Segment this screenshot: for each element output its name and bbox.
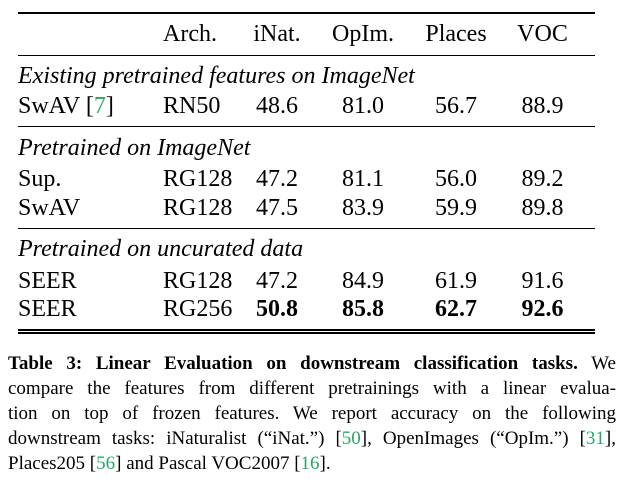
table-row: SwAV RG128 47.5 83.9 59.9 89.8 (18, 195, 595, 229)
column-header-arch: Arch. (163, 20, 217, 47)
value-cell: 59.9 (435, 194, 477, 221)
column-header-places: Places (425, 20, 487, 47)
value-cell: 56.7 (435, 93, 477, 119)
caption-line: compare the features from different pret… (8, 376, 616, 401)
caption-text: downstream tasks: iNaturalist (“iNat.”) … (8, 428, 342, 449)
value-cell: 50.8 (256, 296, 298, 322)
citation-bracket-close: ] (105, 93, 114, 119)
caption-line: Table 3: Linear Evaluation on downstream… (8, 351, 616, 376)
method-label: SEER (18, 296, 77, 322)
caption-text: ] and Pascal VOC2007 [ (115, 453, 301, 474)
arch-cell: RN50 (163, 93, 221, 119)
table-row: SEER RG256 50.8 85.8 62.7 92.6 (18, 296, 595, 332)
method-cell: Sup. (18, 165, 163, 195)
citation-link[interactable]: 31 (585, 428, 605, 449)
caption-line: tion on top of frozen features. We repor… (8, 401, 616, 426)
section-header-label: Existing pretrained features on ImageNet (18, 63, 415, 89)
value-cell: 89.2 (521, 166, 564, 192)
column-header-empty (18, 13, 163, 55)
section-header-label: Pretrained on uncurated data (18, 236, 304, 262)
citation-link[interactable]: 50 (341, 428, 361, 449)
value-cell: 83.9 (342, 194, 384, 221)
caption-text: compare the features from different pret… (8, 378, 616, 399)
value-cell: 91.6 (521, 267, 564, 294)
table-section: Pretrained on uncurated data SEER RG128 47.… (18, 228, 595, 332)
column-header-voc: VOC (517, 20, 568, 47)
table-row: SwAV [7] RN50 48.6 81.0 56.7 88.9 (18, 93, 595, 127)
table-caption: Table 3: Linear Evaluation on downstream… (8, 351, 616, 476)
value-cell: 47.5 (256, 194, 298, 221)
method-cell: SwAV (18, 195, 163, 229)
caption-text: We (577, 353, 616, 374)
value-cell: 48.6 (256, 93, 298, 119)
value-cell: 92.6 (521, 296, 564, 322)
caption-text: Places205 [ (8, 453, 97, 474)
method-cell: SEER (18, 296, 163, 332)
value-cell: 61.9 (435, 267, 477, 294)
value-cell: 81.1 (342, 166, 384, 192)
value-cell: 47.2 (256, 166, 298, 192)
caption-text: tion on top of frozen features. We repor… (8, 403, 616, 424)
table-row: Sup. RG128 47.2 81.1 56.0 89.2 (18, 165, 595, 195)
caption-text: ]. (319, 453, 331, 474)
value-cell: 56.0 (435, 166, 477, 192)
column-header-inat: iNat. (253, 20, 301, 47)
results-table: Arch. iNat. OpIm. Places VOC Existing pretra… (18, 12, 595, 334)
value-cell: 85.8 (342, 296, 384, 322)
method-label: SwAV (18, 194, 81, 221)
value-cell: 89.8 (521, 194, 564, 221)
section-header-row: Existing pretrained features on ImageNet (18, 55, 595, 93)
method-label: SEER (18, 267, 77, 294)
citation-link[interactable]: 16 (300, 453, 320, 474)
section-header-row: Pretrained on ImageNet (18, 127, 595, 165)
caption-title-text: Table 3: Linear Evaluation on downstream… (8, 353, 578, 374)
citation-bracket-open: [ (85, 93, 94, 119)
value-cell: 88.9 (521, 93, 564, 119)
value-cell: 81.0 (342, 93, 384, 119)
citation-link[interactable]: 7 (93, 93, 106, 119)
header-row: Arch. iNat. OpIm. Places VOC (18, 13, 595, 55)
table-section: Pretrained on ImageNet Sup. RG128 47.2 81.1 5… (18, 126, 595, 229)
table-header: Arch. iNat. OpIm. Places VOC (18, 13, 595, 55)
section-header-row: Pretrained on uncurated data (18, 228, 595, 266)
arch-cell: RG128 (163, 194, 233, 221)
method-cell: SEER (18, 266, 163, 296)
caption-line: downstream tasks: iNaturalist (“iNat.”) … (8, 426, 616, 451)
method-cell: SwAV [7] (18, 93, 163, 127)
citation-link[interactable]: 56 (96, 453, 116, 474)
table-section: Existing pretrained features on ImageNet… (18, 55, 595, 127)
arch-cell: RG128 (163, 166, 233, 192)
column-header-opim: OpIm. (332, 20, 394, 47)
value-cell: 62.7 (435, 296, 477, 322)
caption-text: ], (604, 428, 616, 449)
caption-line: Places205 [56] and Pascal VOC2007 [16]. (8, 451, 616, 476)
value-cell: 84.9 (342, 267, 384, 294)
arch-cell: RG128 (163, 267, 233, 294)
method-label: Sup. (18, 166, 62, 192)
method-label: SwAV (18, 93, 80, 119)
value-cell: 47.2 (256, 267, 298, 294)
section-header-label: Pretrained on ImageNet (18, 134, 251, 161)
table-row: SEER RG128 47.2 84.9 61.9 91.6 (18, 266, 595, 296)
arch-cell: RG256 (163, 296, 233, 322)
caption-text: ], OpenImages (“OpIm.”) [ (360, 428, 586, 449)
